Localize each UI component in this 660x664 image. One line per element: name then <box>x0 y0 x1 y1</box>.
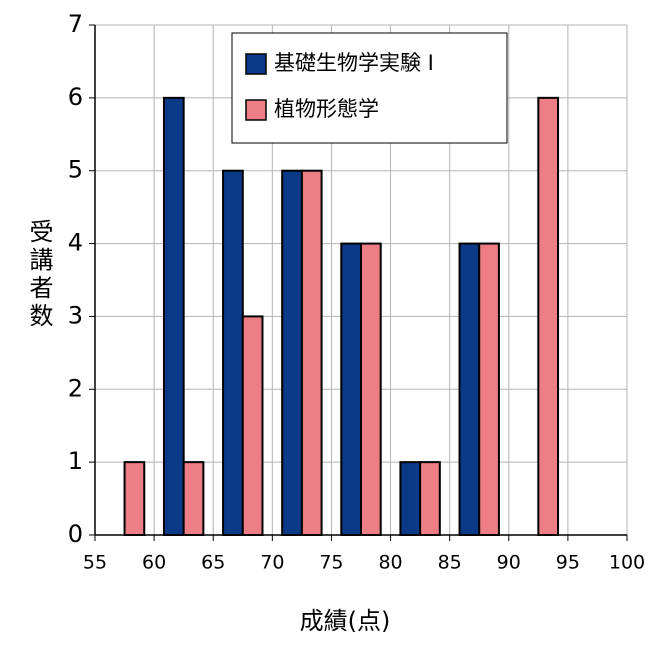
y-tick-label: 1 <box>68 447 83 475</box>
y-tick-label: 2 <box>68 374 83 402</box>
bar <box>300 169 323 536</box>
y-tick-label: 0 <box>68 520 83 548</box>
y-tick-label: 6 <box>68 83 83 111</box>
x-tick-label: 65 <box>201 552 225 574</box>
y-tick-label: 7 <box>68 10 83 38</box>
bar <box>222 169 244 536</box>
y-axis-title: 受講者数 <box>25 219 53 331</box>
x-tick-label: 90 <box>497 552 521 574</box>
bar <box>340 242 362 536</box>
y-tick-label: 4 <box>68 229 83 257</box>
bar <box>123 461 146 536</box>
x-tick-label: 100 <box>609 552 645 574</box>
legend-swatch <box>245 99 267 121</box>
x-tick-label: 80 <box>378 552 402 574</box>
legend-box <box>231 32 508 144</box>
bar <box>281 169 303 536</box>
legend-label: 基礎生物学実験 I <box>274 51 434 75</box>
bar <box>182 461 205 536</box>
legend-swatch <box>245 53 267 75</box>
x-tick-label: 70 <box>260 552 284 574</box>
x-tick-label: 60 <box>142 552 166 574</box>
bar <box>360 242 382 536</box>
y-tick-label: 5 <box>68 156 83 184</box>
bar <box>241 315 264 536</box>
bar <box>458 242 481 536</box>
legend-label: 植物形態学 <box>274 97 379 121</box>
x-tick-label: 85 <box>438 552 462 574</box>
x-tick-label: 95 <box>556 552 580 574</box>
bar <box>399 461 422 536</box>
x-tick-label: 55 <box>83 552 107 574</box>
bar <box>419 461 441 536</box>
x-axis-title: 成績(点) <box>300 607 391 635</box>
bar <box>162 96 185 536</box>
bar <box>478 242 500 536</box>
y-tick-label: 3 <box>68 301 83 329</box>
bar <box>537 96 560 536</box>
x-tick-label: 75 <box>319 552 343 574</box>
